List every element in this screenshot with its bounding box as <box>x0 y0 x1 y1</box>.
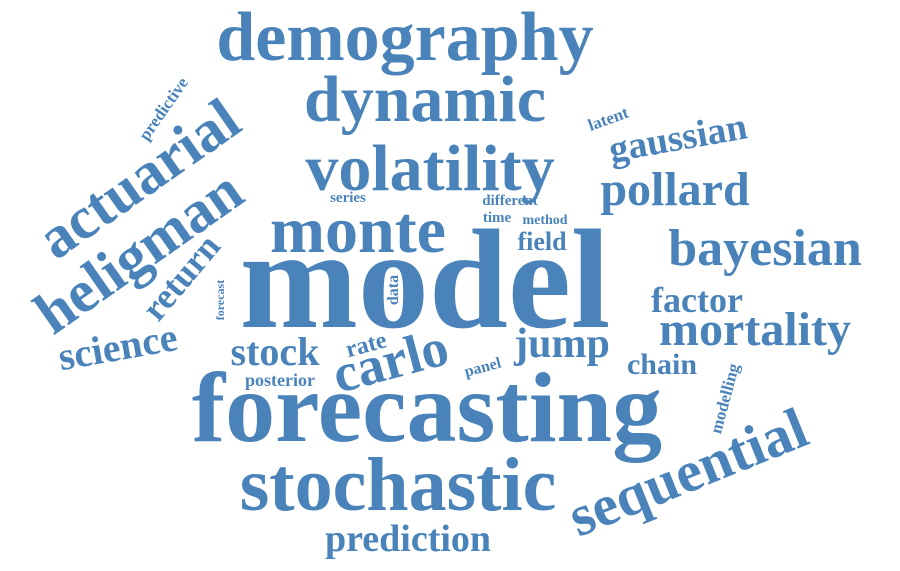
word-stock: stock <box>231 329 321 374</box>
word-time: time <box>483 210 512 226</box>
word-posterior: posterior <box>245 370 315 390</box>
word-series: series <box>330 190 366 206</box>
word-pollard: pollard <box>600 163 750 216</box>
word-demography: demography <box>216 0 593 76</box>
word-factor: factor <box>651 280 743 320</box>
word-forecast: forecast <box>213 280 227 320</box>
word-model: model <box>240 200 611 358</box>
word-method: method <box>522 213 567 228</box>
word-jump: jump <box>513 321 610 367</box>
word-bayesian: bayesian <box>668 220 862 277</box>
word-prediction: prediction <box>325 518 491 560</box>
word-data: data <box>385 275 402 305</box>
word-stochastic: stochastic <box>240 443 557 527</box>
word-volatility: volatility <box>305 132 554 205</box>
word-forecasting: forecasting <box>192 352 662 463</box>
word-different: different <box>482 193 538 209</box>
word-monte: monte <box>270 194 446 267</box>
word-field: field <box>517 227 567 256</box>
word-chain: chain <box>627 348 697 381</box>
word-dynamic: dynamic <box>304 63 546 136</box>
word-mortality: mortality <box>659 303 851 356</box>
